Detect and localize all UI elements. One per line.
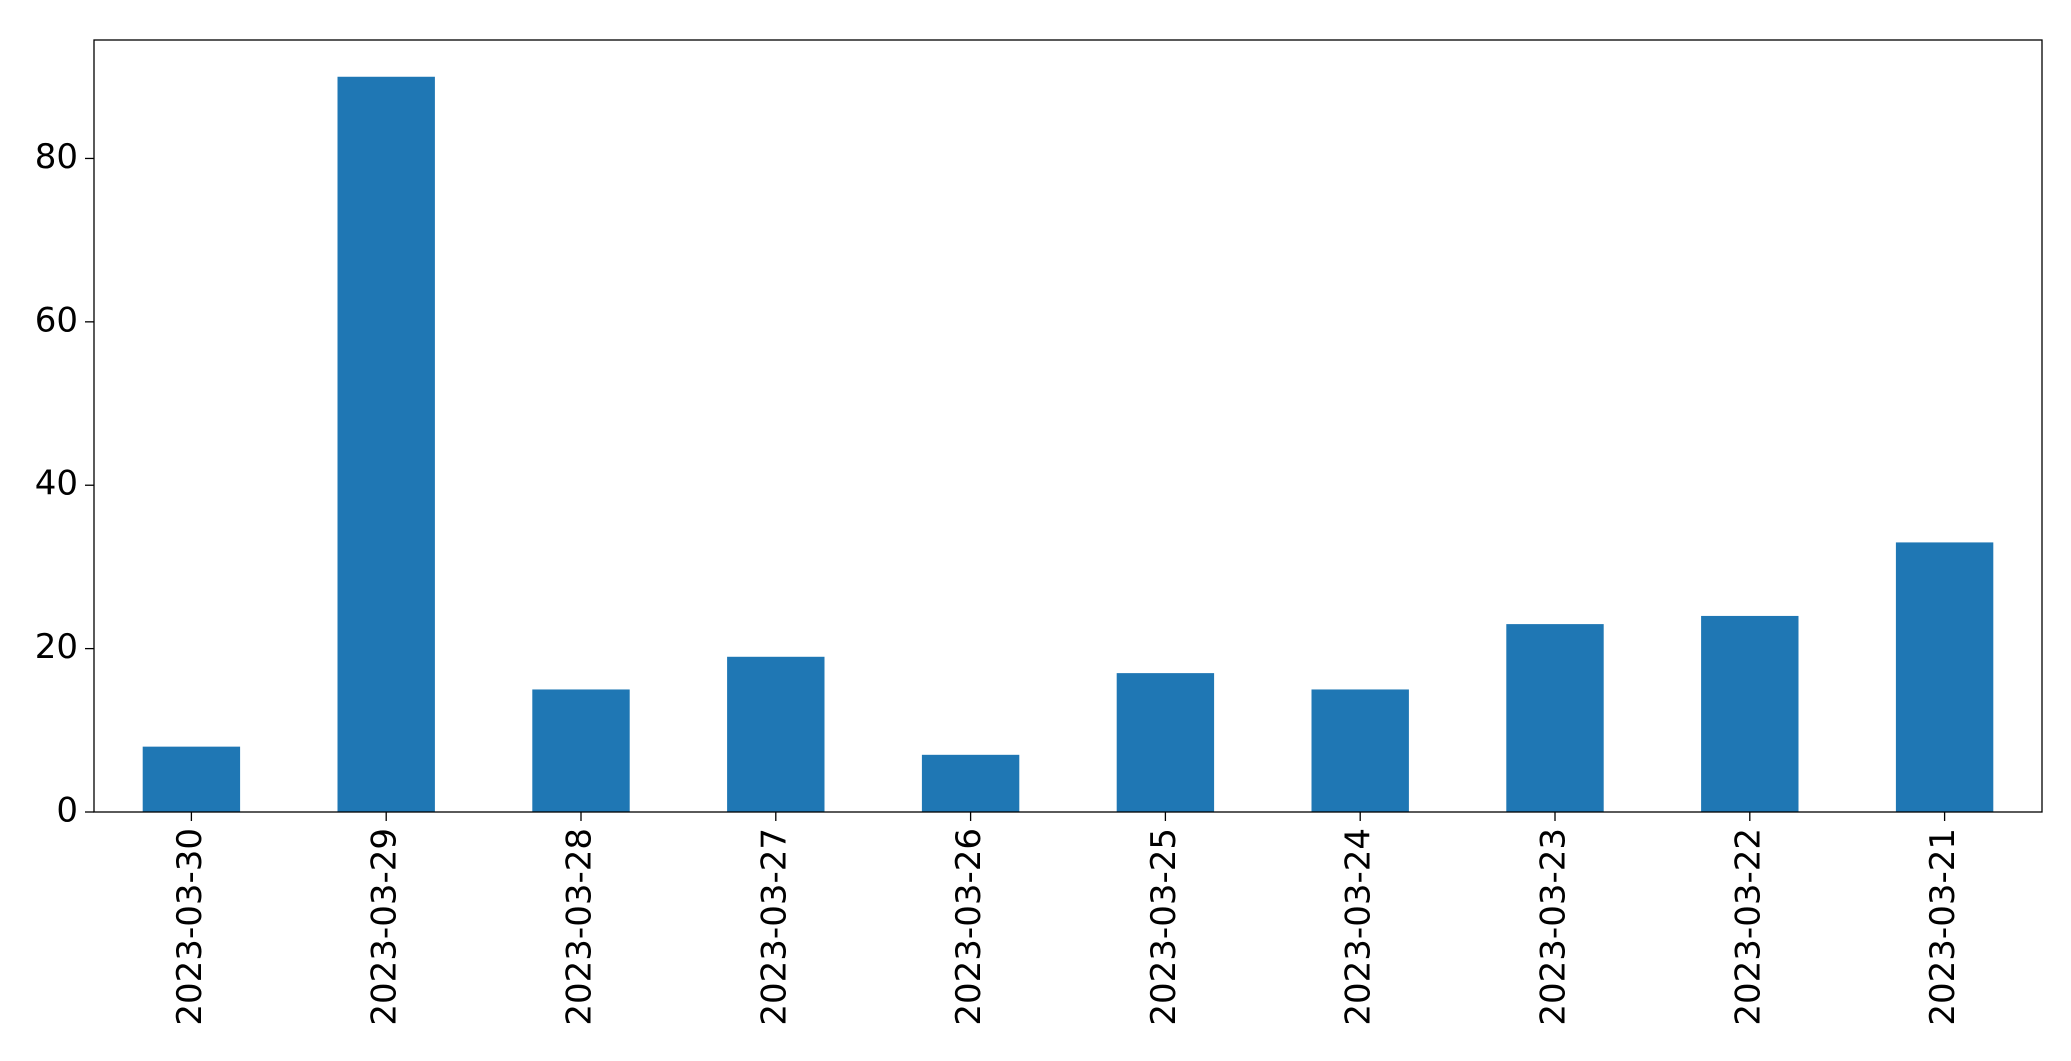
x-tick-label: 2023-03-30 bbox=[170, 828, 210, 1026]
x-tick-label: 2023-03-23 bbox=[1534, 828, 1574, 1026]
bar bbox=[142, 746, 241, 812]
bar bbox=[1701, 615, 1799, 812]
bar bbox=[1895, 542, 1994, 812]
x-tick-label: 2023-03-29 bbox=[365, 828, 405, 1026]
y-tick-label: 40 bbox=[35, 464, 78, 504]
x-tick-label: 2023-03-24 bbox=[1339, 828, 1379, 1026]
x-tick-label: 2023-03-22 bbox=[1728, 828, 1768, 1026]
bar bbox=[1116, 673, 1215, 812]
y-tick-label: 80 bbox=[35, 137, 78, 177]
x-tick-label: 2023-03-26 bbox=[949, 828, 989, 1026]
x-tick-label: 2023-03-25 bbox=[1144, 828, 1184, 1026]
bar bbox=[1506, 624, 1604, 812]
bar bbox=[1311, 689, 1409, 812]
bar bbox=[532, 689, 630, 812]
plot-frame bbox=[93, 39, 2043, 813]
bar bbox=[337, 76, 435, 812]
y-tick-label: 0 bbox=[56, 791, 78, 831]
y-tick-label: 20 bbox=[35, 627, 78, 667]
bar bbox=[921, 754, 1020, 812]
y-tick-label: 60 bbox=[35, 300, 78, 340]
bar bbox=[727, 656, 825, 812]
x-tick-label: 2023-03-21 bbox=[1923, 828, 1963, 1026]
x-tick-label: 2023-03-27 bbox=[754, 828, 794, 1026]
x-tick-label: 2023-03-28 bbox=[560, 828, 600, 1026]
